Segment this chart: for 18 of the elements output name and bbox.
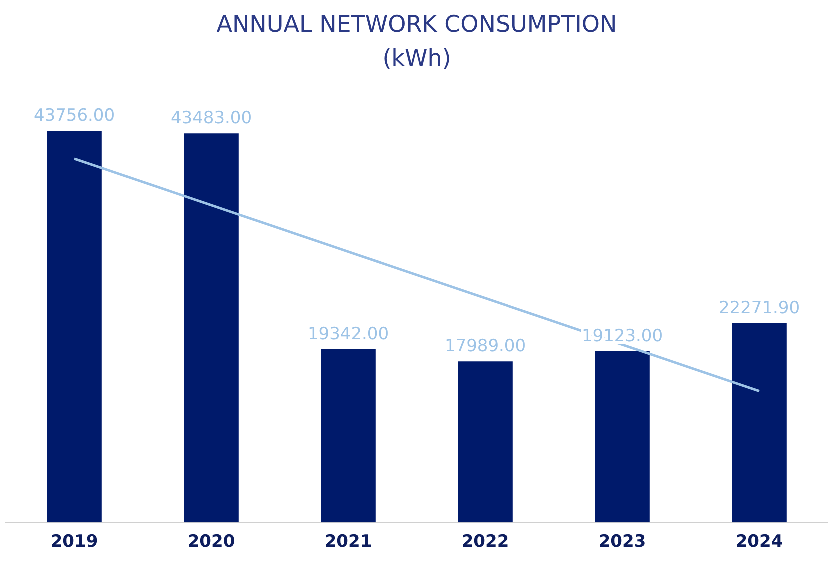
x-tick-label: 2024 (736, 532, 784, 552)
x-tick-label: 2021 (324, 532, 372, 552)
x-tick-label: 2019 (50, 532, 98, 552)
data-label: 43483.00 (170, 108, 252, 128)
chart-title: ANNUAL NETWORK CONSUMPTION (kWh) (216, 11, 618, 74)
data-label: 17989.00 (444, 336, 526, 357)
x-tick-label: 2022 (462, 532, 510, 552)
bar (47, 131, 102, 523)
bar (595, 352, 650, 523)
bar (732, 323, 787, 523)
bar (458, 362, 513, 523)
data-label: 43756.00 (34, 106, 116, 126)
x-tick-label: 2020 (188, 532, 236, 552)
x-tick-label: 2023 (598, 532, 646, 552)
data-label: 19342.00 (308, 324, 390, 344)
bar (321, 350, 376, 523)
data-label: 22271.90 (718, 298, 800, 318)
bar (184, 134, 239, 523)
